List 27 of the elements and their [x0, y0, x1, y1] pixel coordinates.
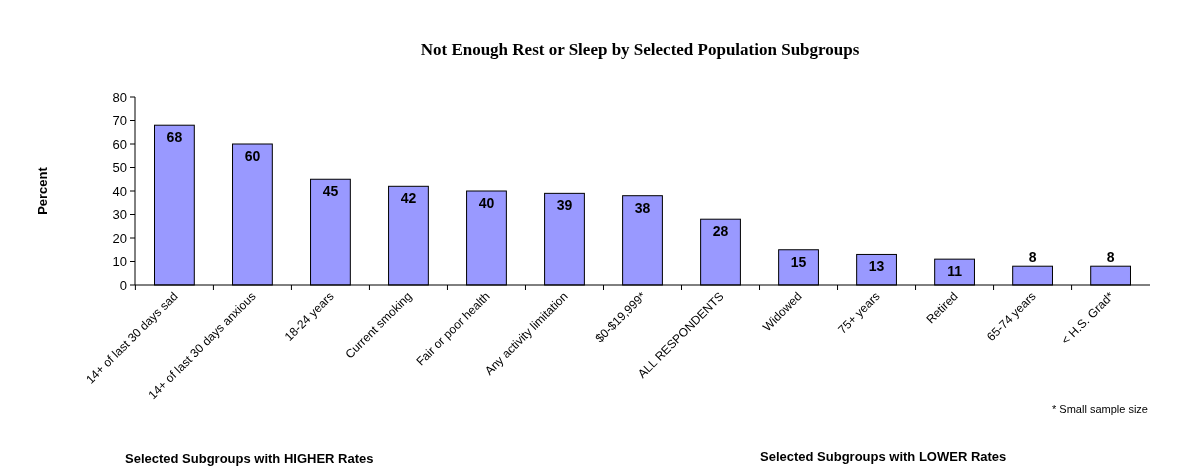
text: * Small sample size	[1052, 403, 1148, 415]
y-tick-label: 50	[112, 160, 127, 176]
y-tick-label: 80	[112, 89, 127, 105]
y-tick-label: 0	[119, 277, 127, 293]
y-tick-label: 70	[112, 113, 127, 129]
data-label: 8	[1106, 249, 1115, 266]
data-label: 13	[868, 258, 885, 275]
y-tick-label: 10	[112, 254, 127, 270]
data-label: 40	[478, 195, 495, 211]
y-tick-label: 30	[112, 207, 127, 223]
y-axis-title: Percent	[35, 166, 50, 215]
data-label: 28	[712, 223, 729, 240]
data-label: 42	[400, 190, 417, 207]
y-tick-label: 20	[112, 230, 127, 246]
chart-title: Not Enough Rest or Sleep by Selected Population Subgroups	[420, 40, 860, 59]
data-label: 39	[556, 197, 573, 214]
y-tick-label: 60	[112, 136, 127, 152]
text: Selected Subgroups with LOWER Rates	[760, 449, 1007, 464]
data-label: 45	[322, 183, 339, 200]
data-label: 60	[244, 148, 261, 164]
data-label: 38	[634, 199, 651, 216]
y-tick-label: 40	[112, 183, 127, 199]
data-label: 15	[790, 253, 807, 270]
data-label: 11	[947, 263, 963, 280]
text: Selected Subgroups with HIGHER Rates	[125, 451, 374, 466]
data-label: 8	[1028, 249, 1037, 266]
data-label: 68	[166, 129, 183, 146]
